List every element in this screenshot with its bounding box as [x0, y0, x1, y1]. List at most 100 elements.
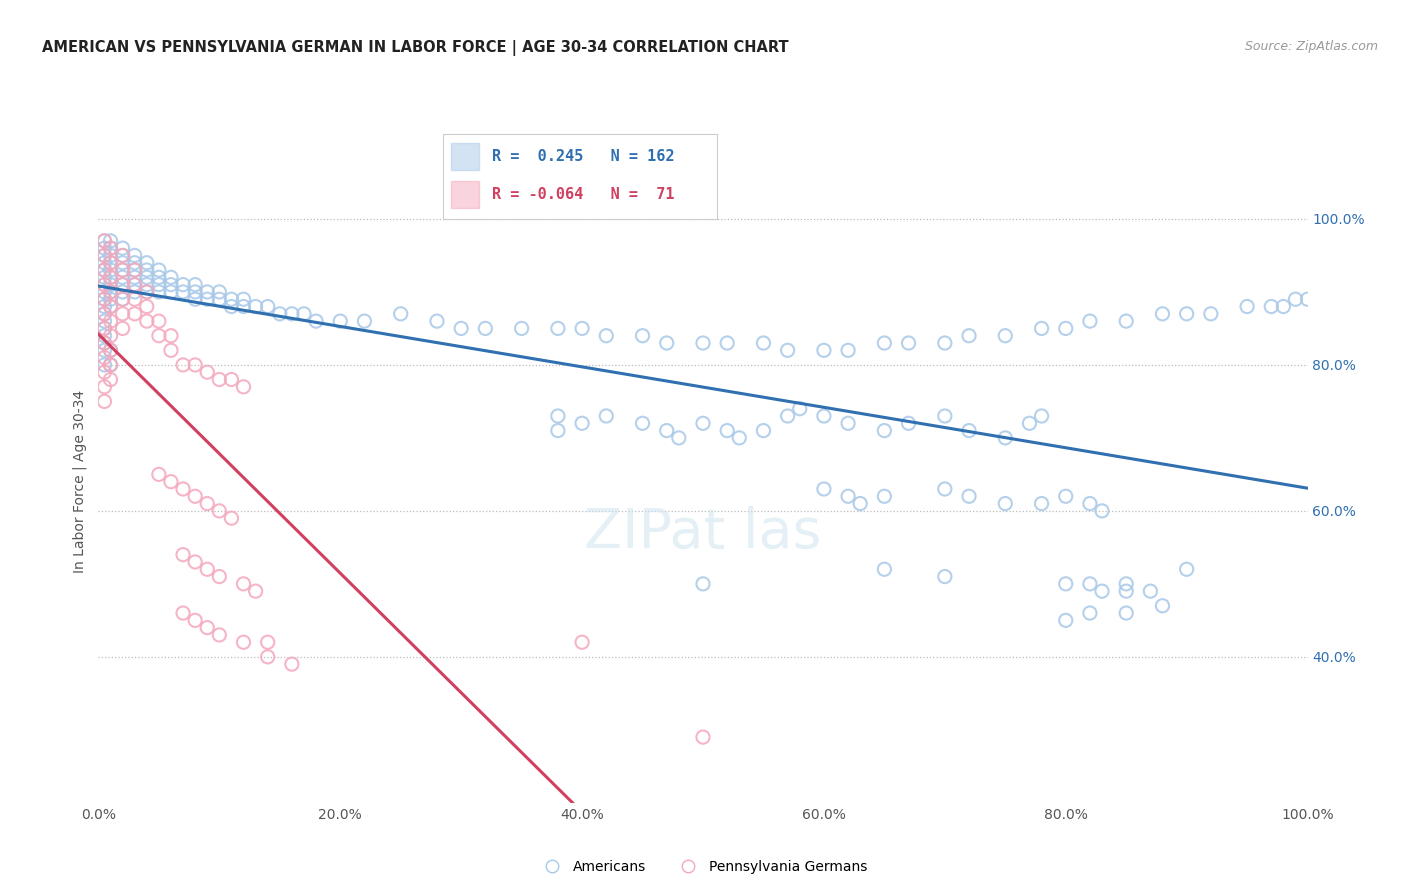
Point	[305, 314, 328, 328]
Point	[256, 300, 278, 314]
Point	[111, 270, 134, 285]
Point	[124, 277, 146, 292]
Point	[221, 292, 243, 306]
Point	[897, 336, 920, 351]
Point	[148, 285, 170, 299]
Point	[752, 336, 775, 351]
Point	[195, 292, 218, 306]
Point	[100, 241, 122, 255]
Point	[93, 285, 115, 299]
Point	[93, 248, 115, 262]
Point	[547, 409, 569, 423]
Point	[426, 314, 449, 328]
Point	[93, 365, 115, 379]
Point	[631, 328, 654, 343]
Point	[148, 467, 170, 482]
Point	[100, 314, 122, 328]
Point	[135, 263, 157, 277]
Point	[595, 328, 617, 343]
Point	[160, 475, 183, 489]
Point	[93, 292, 115, 306]
Point	[148, 328, 170, 343]
Point	[100, 248, 122, 262]
Point	[1078, 314, 1101, 328]
Point	[789, 401, 811, 416]
Point	[111, 248, 134, 262]
Point	[1152, 599, 1174, 613]
Point	[655, 424, 678, 438]
Point	[728, 431, 751, 445]
Point	[135, 277, 157, 292]
Point	[692, 577, 714, 591]
Point	[837, 417, 859, 431]
Legend: Americans, Pennsylvania Germans: Americans, Pennsylvania Germans	[533, 855, 873, 880]
Point	[692, 417, 714, 431]
Point	[994, 431, 1017, 445]
Point	[93, 321, 115, 335]
Point	[957, 489, 980, 503]
Point	[1078, 497, 1101, 511]
Point	[93, 358, 115, 372]
Point	[184, 358, 207, 372]
Point	[195, 621, 218, 635]
Point	[195, 497, 218, 511]
Point	[160, 328, 183, 343]
Point	[1031, 321, 1053, 335]
Point	[111, 292, 134, 306]
Point	[245, 584, 267, 599]
Point	[93, 270, 115, 285]
Point	[1260, 300, 1282, 314]
Point	[897, 417, 920, 431]
Point	[329, 314, 352, 328]
Point	[93, 394, 115, 409]
Point	[934, 336, 956, 351]
Point	[111, 263, 134, 277]
Point	[873, 424, 896, 438]
Point	[571, 417, 593, 431]
Point	[873, 489, 896, 503]
Point	[571, 635, 593, 649]
Point	[172, 482, 194, 496]
Point	[93, 328, 115, 343]
Point	[1115, 584, 1137, 599]
Point	[1078, 606, 1101, 620]
Point	[994, 497, 1017, 511]
Point	[100, 358, 122, 372]
Point	[172, 358, 194, 372]
Point	[124, 307, 146, 321]
Point	[93, 380, 115, 394]
Point	[135, 285, 157, 299]
Point	[1152, 307, 1174, 321]
Text: R = -0.064   N =  71: R = -0.064 N = 71	[492, 187, 675, 202]
Point	[172, 285, 194, 299]
Point	[111, 321, 134, 335]
Point	[184, 613, 207, 627]
Point	[124, 292, 146, 306]
Point	[208, 504, 231, 518]
Point	[93, 277, 115, 292]
Point	[93, 263, 115, 277]
Y-axis label: In Labor Force | Age 30-34: In Labor Force | Age 30-34	[73, 390, 87, 574]
Point	[232, 577, 254, 591]
Point	[160, 285, 183, 299]
Point	[148, 277, 170, 292]
Point	[100, 300, 122, 314]
Point	[93, 248, 115, 262]
Point	[1018, 417, 1040, 431]
Point	[245, 300, 267, 314]
Point	[1091, 504, 1114, 518]
Point	[160, 270, 183, 285]
Point	[111, 292, 134, 306]
Point	[1199, 307, 1222, 321]
Point	[100, 343, 122, 358]
Point	[93, 307, 115, 321]
Text: AMERICAN VS PENNSYLVANIA GERMAN IN LABOR FORCE | AGE 30-34 CORRELATION CHART: AMERICAN VS PENNSYLVANIA GERMAN IN LABOR…	[42, 40, 789, 56]
Point	[184, 555, 207, 569]
Point	[93, 307, 115, 321]
Point	[100, 241, 122, 255]
Point	[135, 314, 157, 328]
Point	[1054, 577, 1077, 591]
Point	[1054, 613, 1077, 627]
Point	[195, 562, 218, 576]
Point	[1054, 321, 1077, 335]
